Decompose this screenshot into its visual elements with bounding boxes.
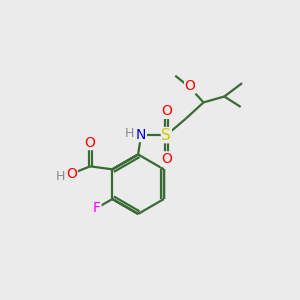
- Text: O: O: [161, 152, 172, 166]
- Text: O: O: [66, 167, 77, 181]
- Text: H: H: [125, 127, 134, 140]
- Text: O: O: [185, 79, 196, 93]
- Text: H: H: [56, 170, 65, 183]
- Text: S: S: [161, 128, 171, 142]
- Text: F: F: [93, 201, 101, 215]
- Text: O: O: [85, 136, 95, 150]
- Text: N: N: [136, 128, 146, 142]
- Text: O: O: [161, 104, 172, 118]
